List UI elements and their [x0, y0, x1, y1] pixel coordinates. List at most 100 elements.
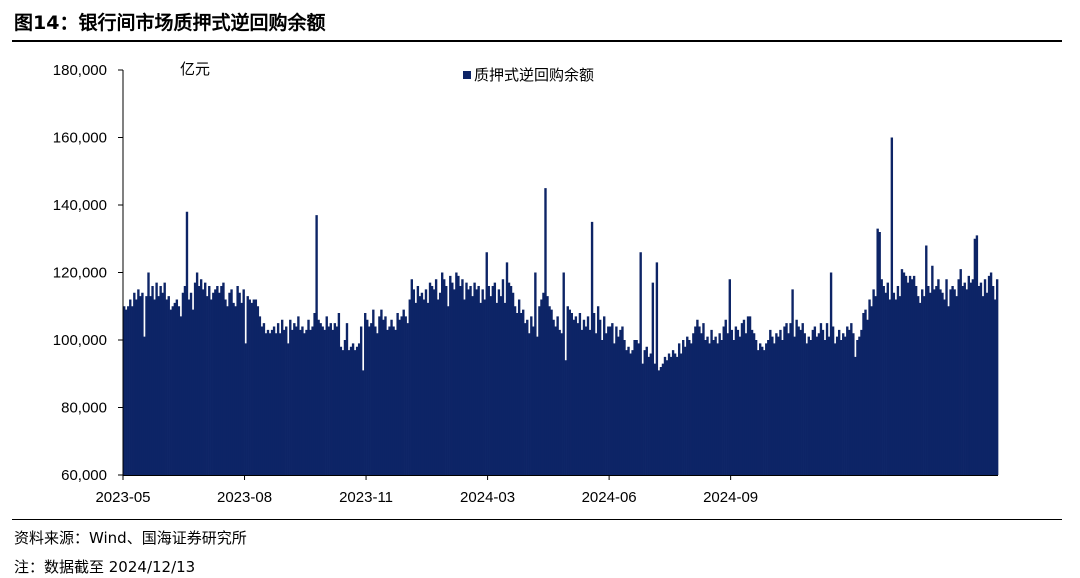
bar	[181, 292, 185, 475]
bar	[461, 279, 464, 475]
bar	[167, 296, 170, 476]
bar	[722, 326, 725, 475]
bar	[309, 329, 312, 476]
bar	[639, 252, 642, 475]
bar	[386, 329, 389, 476]
bar	[457, 275, 460, 476]
bar	[657, 370, 661, 476]
bar	[183, 286, 187, 475]
bar	[985, 292, 989, 475]
bar	[416, 286, 420, 475]
bar	[359, 326, 363, 475]
bar	[447, 306, 450, 475]
bar	[923, 296, 926, 476]
bar	[329, 323, 332, 476]
y-tick-label: 60,000	[61, 467, 107, 484]
bar	[955, 296, 958, 476]
bar	[582, 319, 586, 475]
bar	[258, 316, 262, 476]
bar	[965, 289, 968, 476]
bar	[226, 306, 229, 475]
bar	[580, 329, 584, 476]
bar	[479, 302, 482, 476]
bar	[534, 272, 537, 475]
bar	[716, 343, 719, 476]
y-tick-label: 100,000	[53, 332, 107, 349]
bar	[991, 286, 995, 475]
bar	[817, 333, 821, 475]
bar	[485, 252, 488, 475]
bar	[821, 329, 825, 476]
bar	[935, 286, 938, 475]
bar	[686, 336, 689, 476]
bar	[627, 346, 630, 475]
bar	[143, 336, 146, 476]
bar	[684, 346, 687, 475]
bar	[515, 313, 519, 475]
bar	[574, 316, 578, 476]
bar	[951, 286, 954, 475]
bar	[522, 309, 525, 476]
bar	[645, 346, 648, 475]
bar	[151, 286, 154, 475]
bar	[532, 326, 535, 475]
bar	[491, 286, 495, 475]
bar	[625, 350, 628, 476]
bar	[590, 221, 594, 476]
bar	[819, 323, 823, 476]
bar	[467, 289, 470, 476]
bar	[301, 326, 304, 475]
bar	[392, 326, 395, 475]
bar	[210, 299, 213, 475]
bar	[412, 289, 416, 476]
bar	[904, 275, 908, 476]
bar	[886, 282, 889, 476]
bar	[201, 289, 205, 476]
bar	[562, 272, 565, 475]
bar	[874, 296, 877, 476]
bar	[712, 340, 715, 475]
bar	[641, 363, 644, 476]
bar	[971, 279, 975, 475]
bar	[528, 333, 531, 475]
bar	[675, 356, 679, 476]
y-tick-label: 120,000	[53, 265, 107, 282]
bar	[825, 323, 829, 476]
bar	[331, 329, 334, 476]
bar	[661, 363, 665, 476]
bar	[353, 350, 357, 476]
bar	[621, 326, 624, 475]
bar	[769, 329, 772, 476]
bar	[299, 329, 302, 476]
bar	[368, 326, 371, 475]
bar	[667, 353, 671, 475]
bar	[335, 326, 339, 475]
bar	[682, 340, 685, 475]
bar	[396, 313, 399, 475]
bar	[906, 282, 910, 476]
bar	[268, 333, 272, 475]
bar	[961, 286, 964, 475]
bar	[919, 302, 922, 476]
bar	[449, 275, 452, 476]
bar	[434, 279, 438, 475]
bar-series	[123, 137, 999, 476]
y-tick-label: 160,000	[53, 130, 107, 147]
bar	[149, 296, 152, 476]
bar	[730, 329, 734, 476]
bar	[224, 299, 227, 475]
bar	[560, 333, 563, 475]
bar	[283, 329, 286, 476]
bar	[866, 319, 869, 475]
bar	[908, 275, 912, 476]
bar	[428, 282, 432, 476]
bar	[995, 279, 999, 475]
bar	[894, 299, 898, 475]
bar	[305, 329, 308, 476]
bar	[811, 329, 815, 476]
bar	[629, 353, 632, 475]
bar	[475, 289, 478, 476]
bar	[598, 319, 602, 475]
bar	[212, 292, 215, 475]
bar	[929, 292, 932, 475]
